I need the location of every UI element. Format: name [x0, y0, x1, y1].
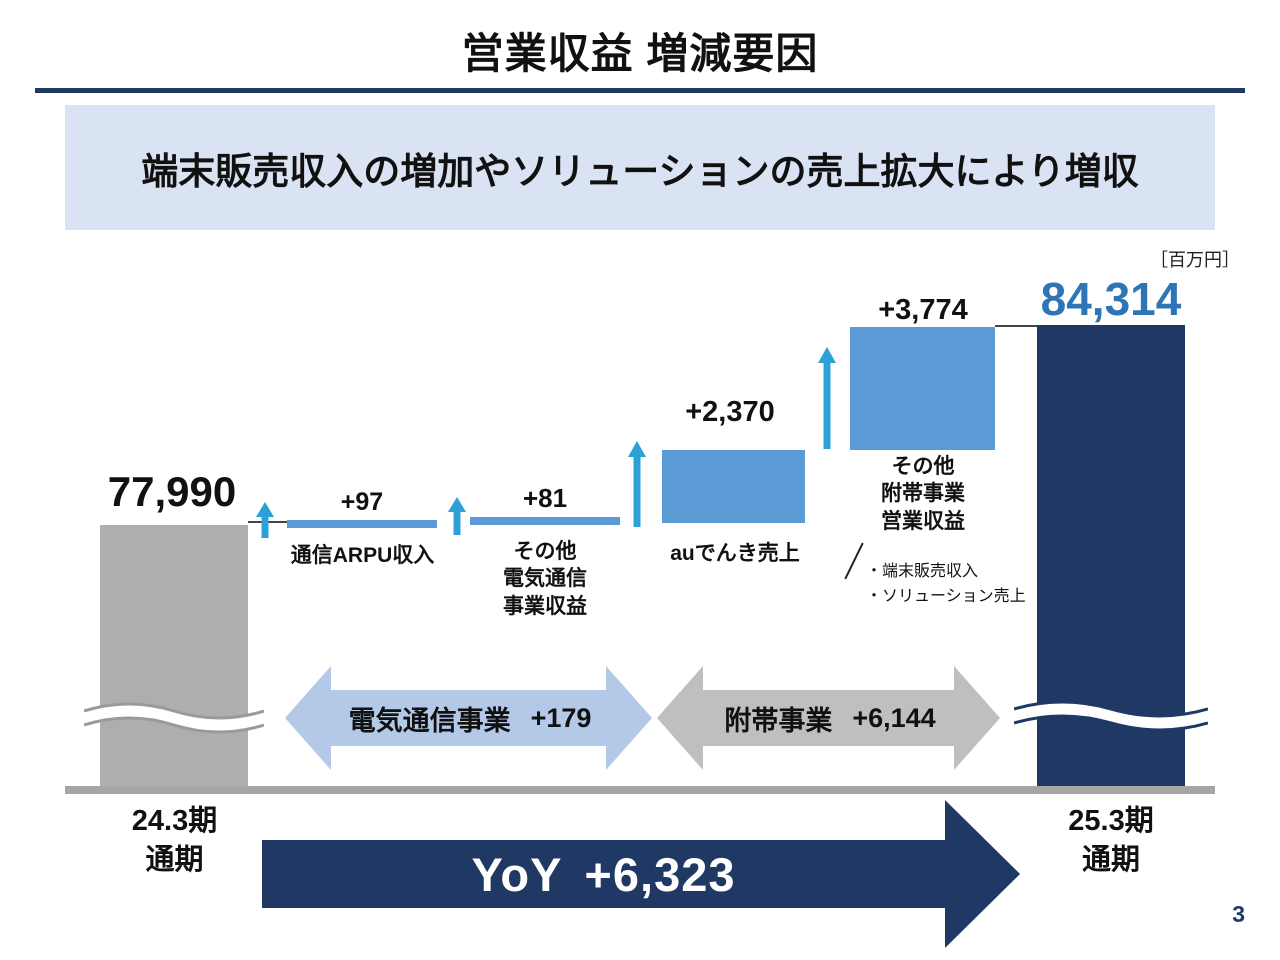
step-value-arpu: +97 [340, 488, 384, 516]
end-value: 84,314 [1040, 273, 1182, 325]
step-label-arpu: 通信ARPU収入 [290, 544, 435, 567]
connector-line-end [995, 325, 1037, 327]
start-bar-24-3 [100, 525, 248, 786]
segment-arrow-ancillary-text: 附帯事業 +6,144 [670, 690, 990, 746]
page-number: 3 [1232, 901, 1245, 927]
unit-label: ［百万円］ [1150, 250, 1240, 270]
step-label-other-telecom: その他 電気通信 事業収益 [503, 540, 587, 618]
segment-label-telecom: 電気通信事業 [348, 705, 511, 736]
segment-value-ancillary: +6,144 [852, 702, 936, 733]
yoy-arrow [262, 800, 1020, 948]
step-bar-au-denki [662, 450, 805, 523]
baseline-axis [65, 786, 1215, 794]
step-bar-other-telecom [470, 517, 620, 525]
yoy-arrow-text: YoY +6,323 [262, 838, 945, 910]
note-callout-line [844, 542, 864, 580]
end-period-label: 25.3期 通期 [1068, 805, 1154, 877]
headline-banner: 端末販売収入の増加やソリューションの売上拡大により増収 [65, 105, 1215, 230]
step-label-other-ancillary: その他 附帯事業 営業収益 [881, 455, 965, 533]
step-notes-other-ancillary: ・端末販売収入 ・ソリューション売上 [866, 563, 1026, 605]
start-period-label: 24.3期 通期 [131, 805, 218, 877]
step-value-au-denki: +2,370 [685, 396, 775, 428]
axis-break-start-bar [84, 702, 264, 734]
step-bar-other-ancillary [850, 327, 995, 450]
step-value-other-ancillary: +3,774 [878, 294, 968, 326]
yoy-label: YoY [471, 847, 563, 901]
segment-arrow-ancillary [657, 666, 1000, 770]
step-value-other-telecom: +81 [522, 483, 568, 513]
axis-break-end-bar [1014, 700, 1208, 732]
segment-arrow-telecom [285, 666, 652, 770]
step-bar-arpu [287, 520, 437, 528]
up-arrow-icon-4 [818, 347, 836, 449]
start-value: 77,990 [107, 468, 237, 515]
step-label-au-denki: auでんき売上 [670, 542, 800, 565]
title-underline [35, 88, 1245, 93]
up-arrow-icon-1 [256, 502, 274, 538]
up-arrow-icon-2 [448, 497, 466, 535]
segment-value-telecom: +179 [530, 702, 592, 733]
segment-label-ancillary: 附帯事業 [724, 705, 833, 736]
headline-text: 端末販売収入の増加やソリューションの売上拡大により増収 [141, 150, 1139, 192]
yoy-value: +6,323 [584, 847, 736, 901]
page-title: 営業収益 増減要因 [461, 30, 819, 77]
up-arrow-icon-3 [628, 441, 646, 527]
segment-arrow-telecom-text: 電気通信事業 +179 [300, 690, 640, 746]
